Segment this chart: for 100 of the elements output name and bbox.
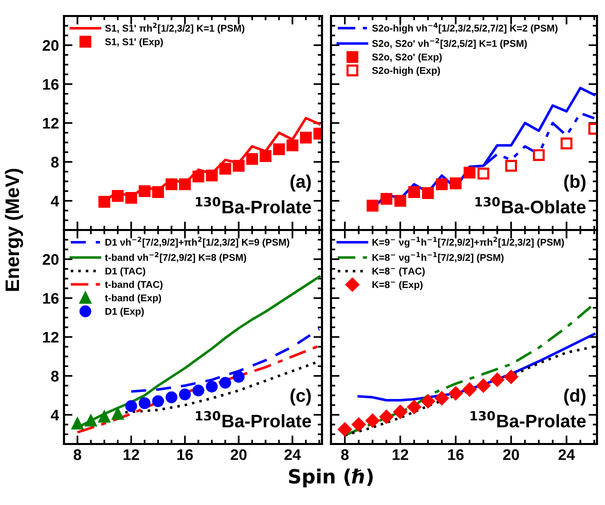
point <box>179 388 191 400</box>
y-tick-label: 4 <box>50 196 60 206</box>
x-tick-label: 8 <box>74 449 82 460</box>
point <box>166 178 178 190</box>
annotation: (c) <box>290 388 311 406</box>
legend-label: D1 (Exp) <box>105 308 144 317</box>
point <box>166 391 178 404</box>
point <box>393 404 408 419</box>
legend-label: K=8$^{−}$ νg$^{−1}$h$^{−1}$[7/2,9/2] (PSM) <box>372 252 504 263</box>
point <box>72 418 84 430</box>
y-tick-label: 4 <box>50 410 60 420</box>
point <box>112 190 124 202</box>
point <box>152 395 164 408</box>
legend-label: S1, S1' (Exp) <box>105 38 163 48</box>
point <box>179 178 191 190</box>
point <box>490 372 504 387</box>
annotation: $^{130}$Ba-Oblate <box>475 196 586 214</box>
point <box>421 394 435 408</box>
point <box>98 196 110 208</box>
point <box>84 414 97 427</box>
legend-label: t-band (Exp) <box>104 294 162 304</box>
y-tick-label: 12 <box>43 118 59 129</box>
y-tick-label: 16 <box>43 292 59 304</box>
point <box>206 170 218 182</box>
x-tick-label: 12 <box>124 449 140 460</box>
x-tick-label: 16 <box>177 449 193 460</box>
point <box>219 376 232 389</box>
point <box>260 150 272 162</box>
x-tick-label: 24 <box>558 449 575 460</box>
annotation: $^{130}$Ba-Prolate <box>470 410 586 428</box>
legend-label: S2o-high (Exp) <box>372 66 440 76</box>
y-tick-label: 8 <box>51 156 59 168</box>
point <box>232 160 245 172</box>
point <box>112 408 124 420</box>
x-tick-label: 20 <box>230 449 247 460</box>
x-tick-label: 8 <box>341 449 349 460</box>
point <box>366 414 380 428</box>
point <box>379 410 394 424</box>
annotation: (d) <box>564 388 586 406</box>
x-tick-label: 12 <box>392 449 408 460</box>
point <box>448 386 463 400</box>
point <box>462 382 476 396</box>
point <box>464 166 476 179</box>
point <box>407 400 422 414</box>
point <box>476 378 490 393</box>
point <box>422 187 434 199</box>
point <box>352 418 366 432</box>
point <box>152 186 164 198</box>
legend-label: t-band νh$^{−2}$[7/2,9/2] K=8 (PSM) <box>104 252 246 263</box>
x-tick-label: 20 <box>503 449 519 460</box>
y-tick-label: 12 <box>43 332 59 343</box>
legend-label: D1 νh$^{−2}$[7/2,9/2]+πh$^{2}$[1/2,3/2] K=9 (PSM) <box>105 236 290 248</box>
legend-label: S1, S1' πh$^{2}$[1/2,3/2] K=1 (PSM) <box>105 22 244 34</box>
point <box>477 168 490 180</box>
point <box>300 132 312 144</box>
point <box>560 138 572 150</box>
y-tick-label: 16 <box>43 78 59 90</box>
point <box>273 143 285 156</box>
annotation: (a) <box>290 174 311 192</box>
text: K=9$^{−}$ νg$^{−1}$h$^{−1}$[7/2,9/2]+πh$^{2}$[1/2,3/2] (PSM) <box>372 236 564 248</box>
point <box>436 178 448 190</box>
point <box>192 170 204 182</box>
legend-label: K=8$^{−}$ (Exp) <box>372 280 423 290</box>
point <box>219 162 232 175</box>
point <box>380 192 392 205</box>
y-tick-label: 20 <box>42 40 59 51</box>
point <box>434 391 449 406</box>
point <box>394 194 406 207</box>
point <box>138 397 151 410</box>
point <box>98 410 110 423</box>
x-axis-title: Spin (ℏ) <box>288 468 373 488</box>
point <box>206 380 218 393</box>
point <box>450 177 462 190</box>
x-tick-label: 16 <box>448 449 464 460</box>
point <box>138 185 151 197</box>
point <box>505 160 518 172</box>
point <box>338 422 352 436</box>
legend-label: S2o, S2o' νh$^{−2}$[3/2,5/2] K=1 (PSM) <box>372 38 527 49</box>
point <box>408 186 420 198</box>
point <box>532 149 545 162</box>
legend-label: t-band (TAC) <box>104 280 162 290</box>
annotation: (b) <box>564 174 586 192</box>
annotation: $^{130}$Ba-Prolate <box>196 196 312 214</box>
point <box>504 370 518 384</box>
point <box>192 384 204 396</box>
y-tick-label: 20 <box>42 254 59 265</box>
x-tick-label: 24 <box>284 449 301 460</box>
point <box>125 400 138 412</box>
point <box>366 200 378 212</box>
legend-label: S2o, S2o' (Exp) <box>372 53 442 62</box>
point <box>232 370 245 383</box>
point <box>286 139 298 152</box>
y-axis-title: Energy (MeV) <box>4 168 24 291</box>
point <box>246 153 258 165</box>
annotation: $^{130}$Ba-Prolate <box>196 410 312 428</box>
legend-label: S2o-high νh$^{−4}$[1/2,3/2,5/2,7/2] K=2 (PSM) <box>372 22 558 34</box>
legend-label: D1 (TAC) <box>105 267 146 276</box>
y-tick-label: 8 <box>51 370 59 382</box>
legend-label: K=8$^{−}$ (TAC) <box>372 267 425 276</box>
point <box>125 192 138 204</box>
